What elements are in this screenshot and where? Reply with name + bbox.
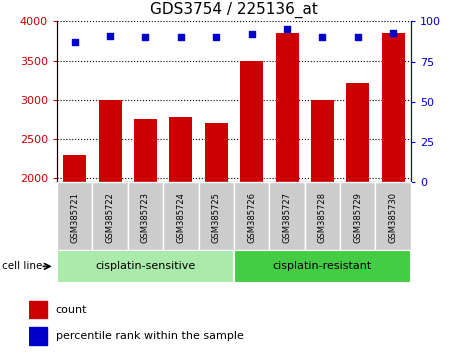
Point bbox=[248, 31, 256, 37]
Bar bbox=[28, 327, 48, 345]
Bar bbox=[311, 100, 334, 182]
Point bbox=[71, 39, 78, 45]
Bar bbox=[92, 182, 128, 250]
Text: count: count bbox=[56, 304, 87, 315]
Bar bbox=[63, 155, 86, 182]
Point bbox=[390, 30, 397, 35]
Point bbox=[283, 27, 291, 32]
Text: cisplatin-sensitive: cisplatin-sensitive bbox=[95, 261, 196, 272]
Text: cisplatin-resistant: cisplatin-resistant bbox=[273, 261, 372, 272]
Bar bbox=[205, 124, 228, 182]
Bar bbox=[376, 182, 411, 250]
Bar bbox=[57, 182, 92, 250]
Point bbox=[354, 34, 361, 40]
Text: GSM385730: GSM385730 bbox=[389, 192, 398, 243]
Bar bbox=[170, 117, 192, 182]
Text: GSM385723: GSM385723 bbox=[141, 192, 150, 243]
Text: GSM385728: GSM385728 bbox=[318, 192, 327, 243]
Bar bbox=[305, 182, 340, 250]
Text: GSM385726: GSM385726 bbox=[247, 192, 256, 243]
Point bbox=[319, 34, 326, 40]
Bar bbox=[199, 182, 234, 250]
Bar bbox=[28, 301, 48, 318]
Text: percentile rank within the sample: percentile rank within the sample bbox=[56, 331, 244, 341]
Title: GDS3754 / 225136_at: GDS3754 / 225136_at bbox=[150, 2, 318, 18]
Point bbox=[177, 34, 185, 40]
Text: GSM385727: GSM385727 bbox=[283, 192, 292, 243]
Bar bbox=[234, 250, 411, 283]
Text: GSM385729: GSM385729 bbox=[353, 192, 362, 243]
Bar bbox=[134, 119, 157, 182]
Bar bbox=[57, 250, 234, 283]
Bar bbox=[234, 182, 269, 250]
Bar bbox=[99, 100, 122, 182]
Text: GSM385721: GSM385721 bbox=[70, 192, 79, 243]
Bar bbox=[128, 182, 163, 250]
Text: cell line: cell line bbox=[2, 261, 43, 272]
Bar bbox=[240, 61, 263, 182]
Point bbox=[106, 33, 114, 39]
Text: GSM385722: GSM385722 bbox=[105, 192, 114, 243]
Bar bbox=[346, 82, 369, 182]
Bar bbox=[276, 33, 298, 182]
Text: GSM385725: GSM385725 bbox=[212, 192, 221, 243]
Point bbox=[142, 34, 149, 40]
Bar bbox=[163, 182, 199, 250]
Bar bbox=[340, 182, 375, 250]
Point bbox=[212, 34, 220, 40]
Text: GSM385724: GSM385724 bbox=[176, 192, 185, 243]
Bar bbox=[269, 182, 305, 250]
Bar bbox=[382, 33, 405, 182]
